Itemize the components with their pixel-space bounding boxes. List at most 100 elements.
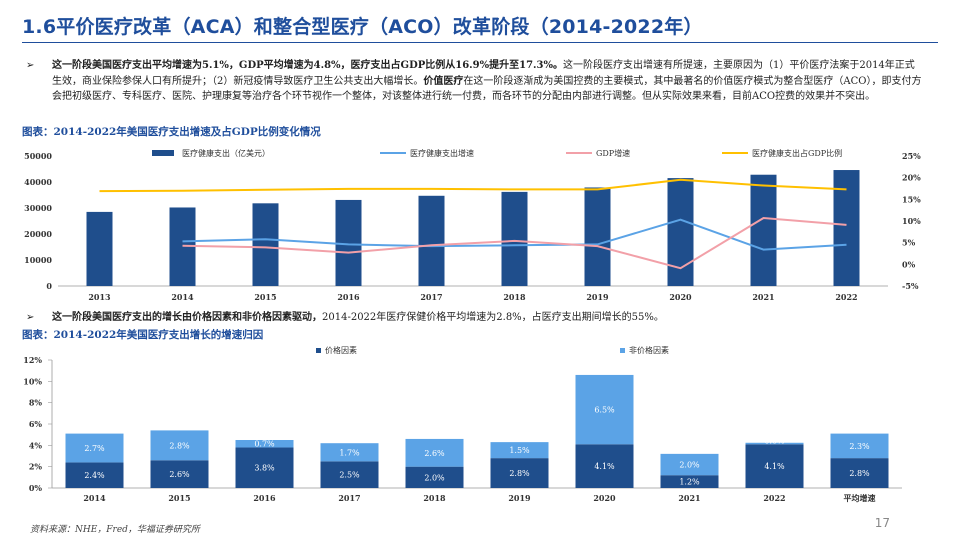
y-right-tick-label: 10% (902, 216, 921, 226)
legend-label: 医疗健康支出占GDP比例 (752, 148, 842, 158)
data-label-price: 2.8% (509, 469, 530, 478)
x-tick-label: 2019 (586, 292, 609, 302)
data-label-price: 4.1% (764, 462, 785, 471)
x-tick-label: 2018 (503, 292, 526, 302)
y-left-tick-label: 30000 (24, 203, 52, 213)
chart2-growth-attribution: 0% 2% 4% 6% 8% 10% 12% 2.4% 2.7% 2014 2.6% 2.8% 2015… (23, 345, 902, 503)
paragraph-price-drivers: ➢ 这一阶段美国医疗支出的增长由价格因素和非价格因素驱动，2014-2022年医… (22, 310, 922, 326)
y-left-tick-label: 20000 (24, 229, 52, 239)
y-tick-label: 4% (29, 440, 43, 450)
bar-nonprice-factor (150, 430, 209, 461)
chart2-caption: 图表：2014-2022年美国医疗支出增长的增速归因 (22, 329, 264, 341)
legend-label-price: 价格因素 (325, 345, 357, 355)
x-tick-label: 2019 (508, 493, 531, 503)
y-right-tick-label: -5% (902, 281, 919, 291)
para1-text: 这一阶段医疗支出增速有所提速，主要原因为（1）平价医疗法案于2014年正式生效，… (52, 60, 915, 87)
data-label-price: 3.8% (254, 464, 275, 473)
data-label-nonprice: 6.5% (594, 406, 615, 415)
data-label-nonprice: 2.7% (84, 444, 105, 453)
data-label-nonprice: 1.7% (339, 448, 360, 457)
x-tick-label: 2015 (168, 493, 190, 503)
bar-nonprice-factor (830, 433, 889, 459)
x-tick-label: 2021 (752, 292, 774, 302)
x-tick-label: 2017 (338, 493, 360, 503)
data-label-price: 1.2% (679, 478, 700, 487)
legend-swatch-bar (152, 150, 174, 156)
y-tick-label: 12% (23, 355, 42, 365)
bar-price-factor (745, 444, 804, 488)
page-number: 17 (874, 516, 890, 530)
data-label-nonprice: 2.8% (169, 441, 190, 450)
x-tick-label: 2018 (423, 493, 446, 503)
y-tick-label: 2% (29, 462, 43, 472)
legend-label: 医疗健康支出增速 (410, 148, 474, 158)
x-tick-label: 2020 (593, 493, 616, 503)
bar-spending (584, 187, 611, 286)
data-label-price: 2.8% (849, 469, 870, 478)
bar-price-factor (660, 475, 719, 488)
x-tick-label: 2017 (420, 292, 442, 302)
data-label-nonprice: 0.0% (764, 436, 785, 445)
data-label-price: 2.4% (84, 471, 105, 480)
data-label-price: 2.0% (424, 473, 445, 482)
y-left-tick-label: 10000 (24, 255, 52, 265)
data-label-nonprice: 1.5% (509, 446, 530, 455)
y-tick-label: 6% (29, 419, 43, 429)
y-tick-label: 10% (23, 376, 42, 386)
x-tick-label: 2013 (88, 292, 111, 302)
bar-price-factor (320, 461, 379, 488)
x-tick-label: 2022 (835, 292, 857, 302)
bar-nonprice-factor (235, 440, 294, 448)
bar-price-factor (490, 458, 549, 488)
bar-spending (418, 195, 445, 286)
bar-spending (252, 203, 279, 286)
line-series-3 (99, 178, 847, 193)
bar-nonprice-factor (490, 442, 549, 459)
bar-spending (833, 170, 860, 286)
line-series-2 (182, 216, 847, 270)
y-right-tick-label: 15% (902, 194, 921, 204)
data-label-nonprice: 2.0% (679, 461, 700, 470)
title-underline (22, 42, 938, 43)
bar-nonprice-factor (575, 374, 634, 445)
chart1-health-spending-growth: 0 10000 20000 30000 40000 50000 -5% 0% 5% 10% 15% 2… (24, 148, 921, 302)
x-tick-label: 平均增速 (844, 493, 876, 503)
bar-nonprice-factor (65, 433, 124, 463)
bar-spending (750, 174, 777, 286)
para2-text: 2014-2022年医疗保健价格平均增速为2.8%，占医疗支出期间增长的55%。 (322, 312, 664, 323)
bar-spending (667, 178, 694, 286)
y-right-tick-label: 20% (902, 173, 921, 183)
data-label-price: 4.1% (594, 462, 615, 471)
bullet-arrow-icon: ➢ (26, 60, 35, 71)
bar-nonprice-factor (405, 438, 464, 467)
x-tick-label: 2016 (337, 292, 360, 302)
data-label-price: 2.5% (339, 471, 360, 480)
y-right-tick-label: 0% (902, 259, 916, 269)
y-left-tick-label: 40000 (24, 177, 52, 187)
data-label-nonprice: 2.3% (849, 442, 870, 451)
bar-price-factor (575, 444, 634, 488)
para2-bold-lead: 这一阶段美国医疗支出的增长由价格因素和非价格因素驱动， (52, 312, 322, 323)
bar-nonprice-factor (745, 442, 804, 445)
paragraph-aca-summary: ➢ 这一阶段美国医疗支出平均增速为5.1%，GDP平均增速为4.8%，医疗支出占… (22, 58, 922, 105)
x-tick-label: 2015 (254, 292, 276, 302)
legend-label: 医疗健康支出（亿美元） (182, 148, 270, 158)
x-tick-label: 2014 (83, 493, 106, 503)
bar-price-factor (405, 466, 464, 488)
y-right-tick-label: 5% (902, 238, 916, 248)
bar-price-factor (830, 458, 889, 488)
data-label-nonprice: 2.6% (424, 449, 445, 458)
y-left-tick-label: 0 (46, 281, 52, 291)
bar-price-factor (235, 447, 294, 488)
source-note: 资料来源：NHE，Fred，华福证券研究所 (30, 525, 200, 535)
bar-spending (86, 211, 113, 286)
y-tick-label: 8% (29, 398, 43, 408)
y-right-tick-label: 25% (902, 151, 921, 161)
bullet-arrow-icon-2: ➢ (26, 312, 35, 323)
bar-price-factor (65, 462, 124, 488)
legend-label: GDP增速 (596, 148, 630, 158)
data-label-nonprice: 0.7% (254, 440, 275, 449)
chart1-caption: 图表：2014-2022年美国医疗支出增速及占GDP比例变化情况 (22, 126, 321, 138)
para1-bold-lead: 这一阶段美国医疗支出平均增速为5.1%，GDP平均增速为4.8%，医疗支出占GD… (52, 60, 563, 71)
x-tick-label: 2020 (669, 292, 692, 302)
